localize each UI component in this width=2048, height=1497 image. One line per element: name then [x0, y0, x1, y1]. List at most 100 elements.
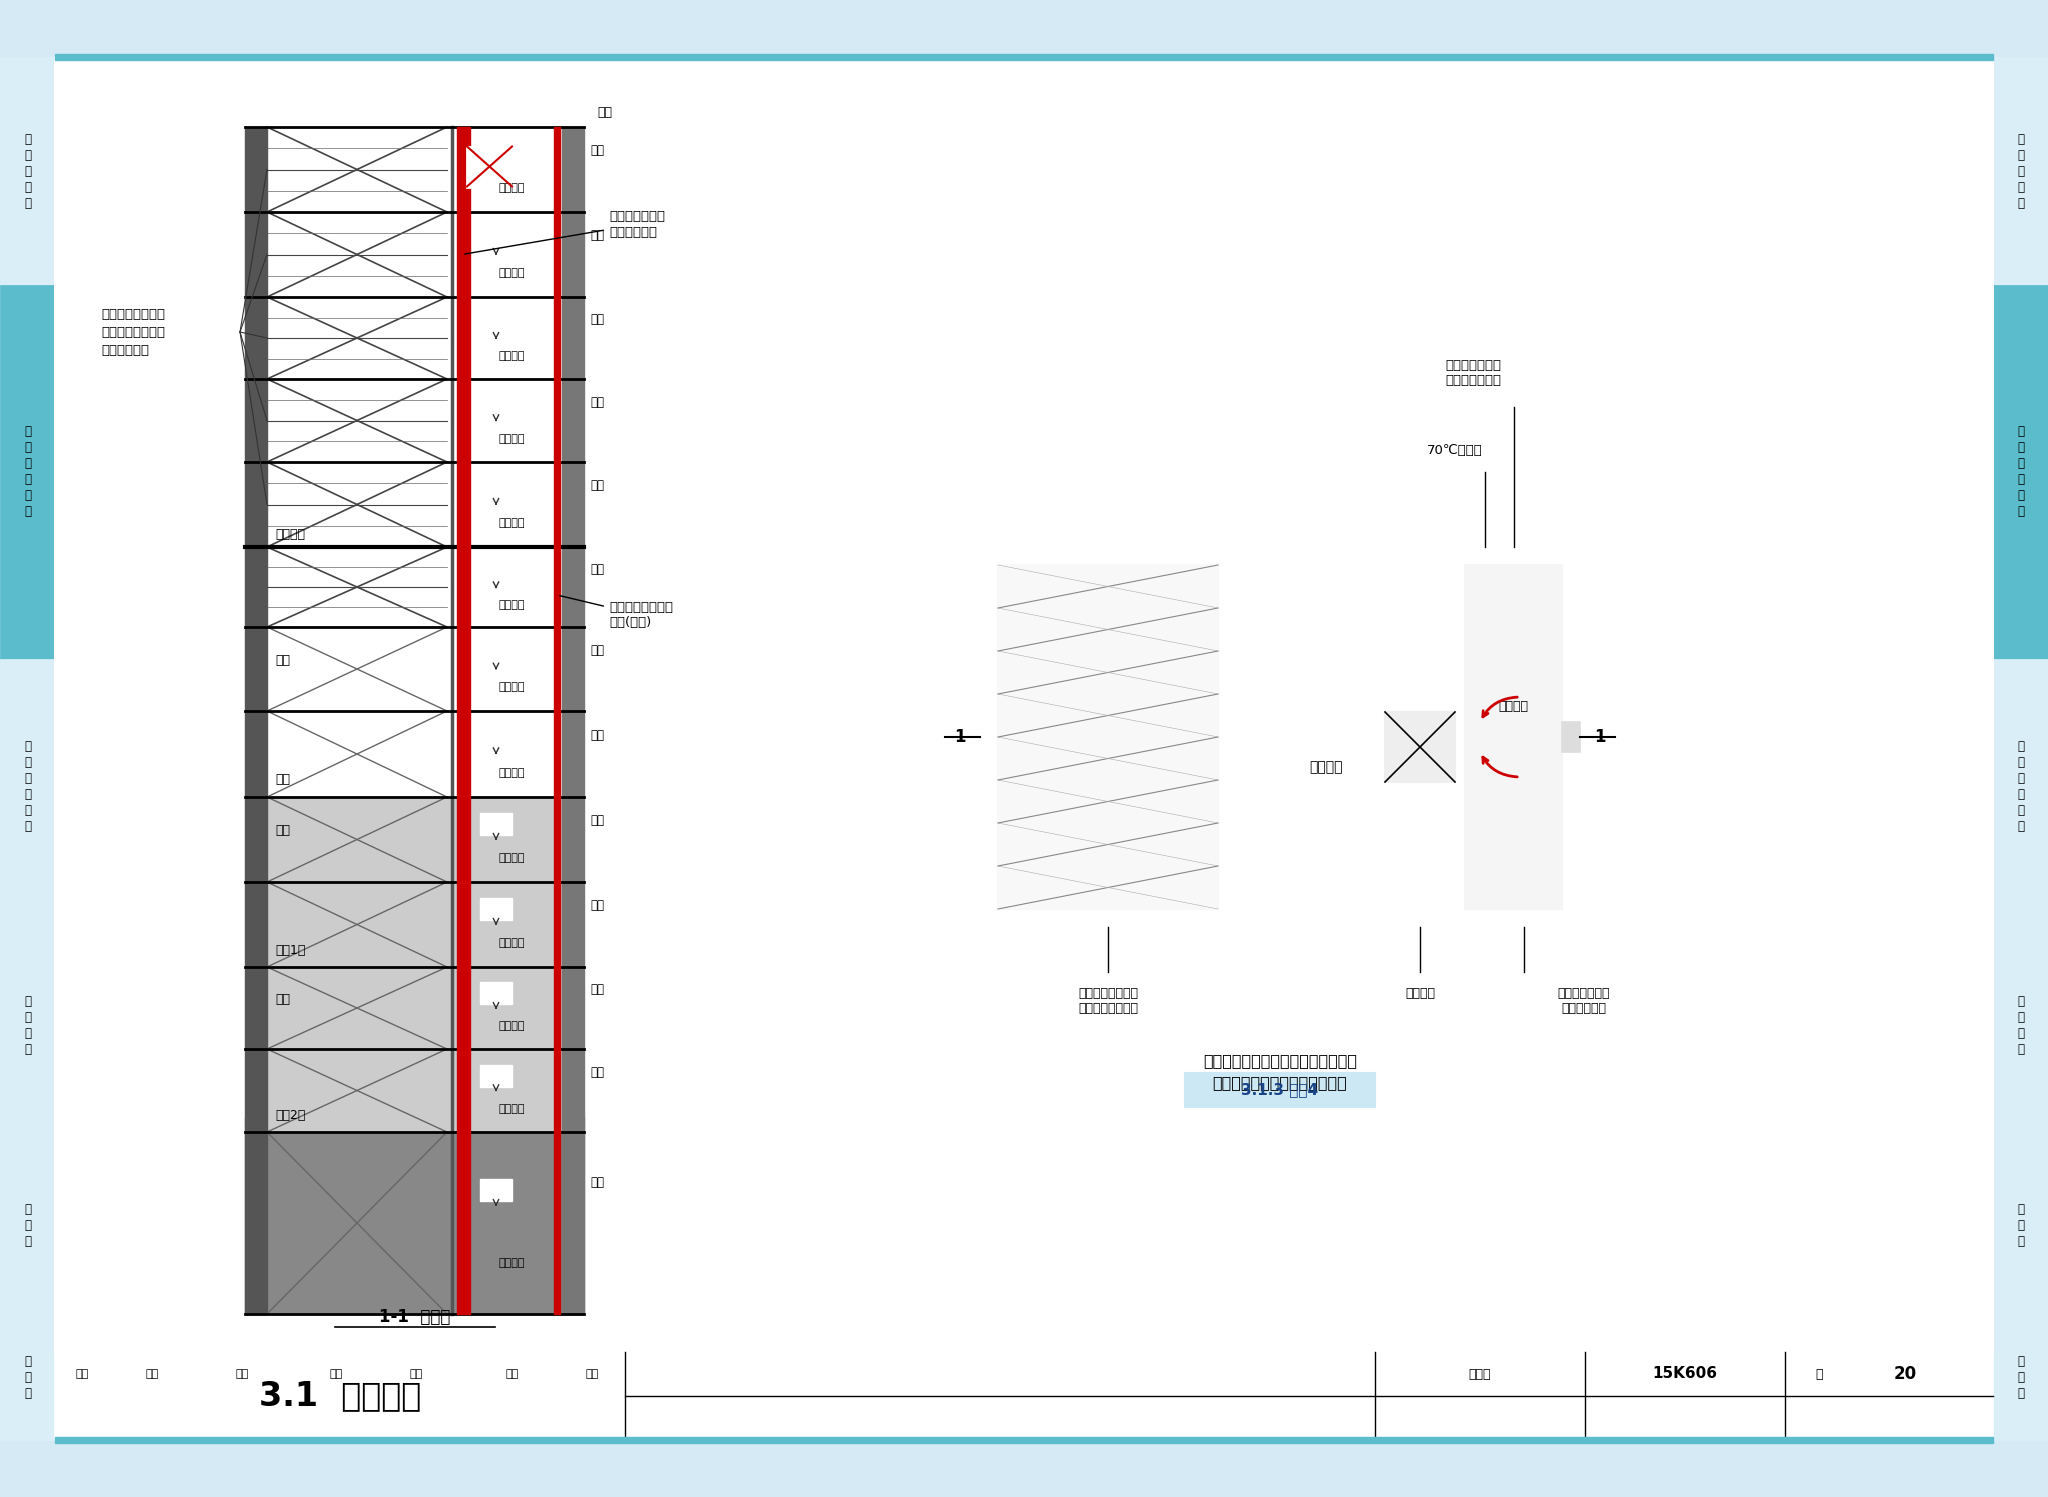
Bar: [479, 144, 512, 165]
Text: 地下防烟楼梯间机
械加压送风的风管: 地下防烟楼梯间机 械加压送风的风管: [1077, 987, 1139, 1015]
Text: 3.1  一般规定: 3.1 一般规定: [258, 1380, 422, 1413]
Bar: [55, 1352, 1993, 1440]
Text: 合用前室: 合用前室: [500, 600, 524, 609]
Bar: [1993, 286, 2048, 659]
Bar: [467, 147, 512, 187]
Bar: [1993, 57, 2048, 286]
Text: 系
统
控
制: 系 统 控 制: [25, 994, 31, 1055]
Bar: [479, 561, 512, 584]
Text: 70℃防火阀: 70℃防火阀: [1427, 445, 1483, 457]
Text: 总
则
与
术
语: 总 则 与 术 语: [25, 133, 31, 210]
Text: 合用前室: 合用前室: [500, 1103, 524, 1114]
Text: 走道: 走道: [274, 994, 291, 1006]
Text: 合用前室: 合用前室: [500, 768, 524, 778]
Text: 合用前室: 合用前室: [500, 183, 524, 193]
Text: 走道: 走道: [590, 814, 604, 828]
Text: 附
录
二: 附 录 二: [25, 1355, 31, 1400]
Bar: [0, 1316, 55, 1440]
Text: 总
则
与
术
语: 总 则 与 术 语: [2017, 133, 2023, 210]
Text: 设备用房: 设备用房: [1311, 760, 1343, 774]
Text: 合用前室机械加
压送风的风管: 合用前室机械加 压送风的风管: [1556, 987, 1610, 1015]
Text: 合用前室: 合用前室: [500, 683, 524, 693]
Text: 15K606: 15K606: [1653, 1367, 1718, 1382]
Text: 地下1层: 地下1层: [274, 943, 305, 957]
Text: 1: 1: [954, 728, 967, 746]
Text: 合用前室: 合用前室: [500, 1021, 524, 1031]
Text: 附
录
二: 附 录 二: [2017, 1355, 2023, 1400]
Text: 附
录
一: 附 录 一: [2017, 1204, 2023, 1248]
Bar: [1464, 564, 1563, 909]
Bar: [479, 478, 512, 500]
Bar: [246, 1117, 584, 1314]
Bar: [1186, 1073, 1374, 1106]
Text: 合用前室: 合用前室: [500, 268, 524, 278]
Text: 走道: 走道: [274, 654, 291, 668]
Bar: [561, 127, 584, 1314]
Text: 合用前室机械加
压送风的风管: 合用前室机械加 压送风的风管: [465, 211, 666, 254]
Text: 常闭型机械加压
送风口（顶部）: 常闭型机械加压 送风口（顶部）: [1446, 359, 1501, 388]
Bar: [0, 57, 55, 286]
Text: 防烟楼梯间在裙房
高度以上部分采用
自然通风方式: 防烟楼梯间在裙房 高度以上部分采用 自然通风方式: [100, 307, 166, 356]
Bar: [981, 546, 1579, 927]
Bar: [246, 127, 266, 1314]
Text: 合用前室: 合用前室: [500, 853, 524, 864]
Bar: [246, 796, 584, 1132]
Bar: [1384, 713, 1454, 781]
Text: 屋面: 屋面: [598, 106, 612, 118]
Bar: [479, 642, 512, 665]
Text: 页: 页: [1815, 1367, 1823, 1380]
Bar: [0, 915, 55, 1136]
Bar: [479, 228, 512, 250]
Bar: [479, 813, 512, 835]
Text: 走道: 走道: [590, 900, 604, 912]
Text: 地下2层: 地下2层: [274, 1109, 305, 1121]
Text: 走道: 走道: [590, 563, 604, 576]
Bar: [479, 898, 512, 921]
Text: 走道: 走道: [590, 1066, 604, 1079]
Text: 防
烟
系
统
设
计: 防 烟 系 统 设 计: [25, 425, 31, 518]
Bar: [479, 728, 512, 750]
Text: 走道: 走道: [590, 644, 604, 657]
Text: 消防电梯: 消防电梯: [1405, 987, 1436, 1000]
Text: 王嗣: 王嗣: [145, 1368, 158, 1379]
Text: 裙房屋面: 裙房屋面: [274, 528, 305, 540]
Text: 合用前室: 合用前室: [500, 1257, 524, 1268]
Text: 走道: 走道: [590, 229, 604, 243]
Text: 设计: 设计: [586, 1368, 598, 1379]
Text: 校对: 校对: [330, 1368, 344, 1379]
Text: 合用前室: 合用前室: [500, 518, 524, 528]
Bar: [0, 1136, 55, 1316]
Bar: [55, 1437, 1993, 1443]
Bar: [0, 286, 55, 659]
Bar: [1993, 915, 2048, 1136]
Bar: [479, 982, 512, 1004]
Text: 走道: 走道: [590, 1177, 604, 1190]
Bar: [479, 1064, 512, 1087]
Text: 合用前室: 合用前室: [1499, 701, 1528, 714]
Bar: [0, 659, 55, 915]
Bar: [457, 127, 469, 1314]
Bar: [0, 57, 55, 1440]
Text: 20: 20: [1894, 1365, 1917, 1383]
Bar: [1993, 1316, 2048, 1440]
Text: 走道: 走道: [590, 479, 604, 493]
Bar: [997, 564, 1219, 909]
Text: 走道: 走道: [590, 984, 604, 997]
Bar: [55, 57, 1993, 1352]
Text: 合用前室: 合用前室: [500, 350, 524, 361]
Bar: [555, 127, 559, 1314]
Text: 防烟楼梯间裙房高度以上自然通风，
合用前室顶部设机械加压送风口: 防烟楼梯间裙房高度以上自然通风， 合用前室顶部设机械加压送风口: [1202, 1054, 1358, 1091]
Bar: [55, 54, 1993, 60]
Text: 防
烟
系
统
设
计: 防 烟 系 统 设 计: [2017, 425, 2023, 518]
Text: 合用前室: 合用前室: [500, 434, 524, 443]
Text: 走道: 走道: [590, 729, 604, 741]
Bar: [1993, 1136, 2048, 1316]
Bar: [1993, 57, 2048, 1440]
Text: 3.1.3 图示4: 3.1.3 图示4: [1241, 1082, 1319, 1097]
Text: 排
烟
系
统
设
计: 排 烟 系 统 设 计: [2017, 740, 2023, 832]
Bar: [479, 313, 512, 334]
Text: 图集号: 图集号: [1468, 1367, 1491, 1380]
Text: 1: 1: [1593, 728, 1606, 746]
Text: 合用前室: 合用前室: [500, 939, 524, 948]
Text: 走道: 走道: [590, 395, 604, 409]
